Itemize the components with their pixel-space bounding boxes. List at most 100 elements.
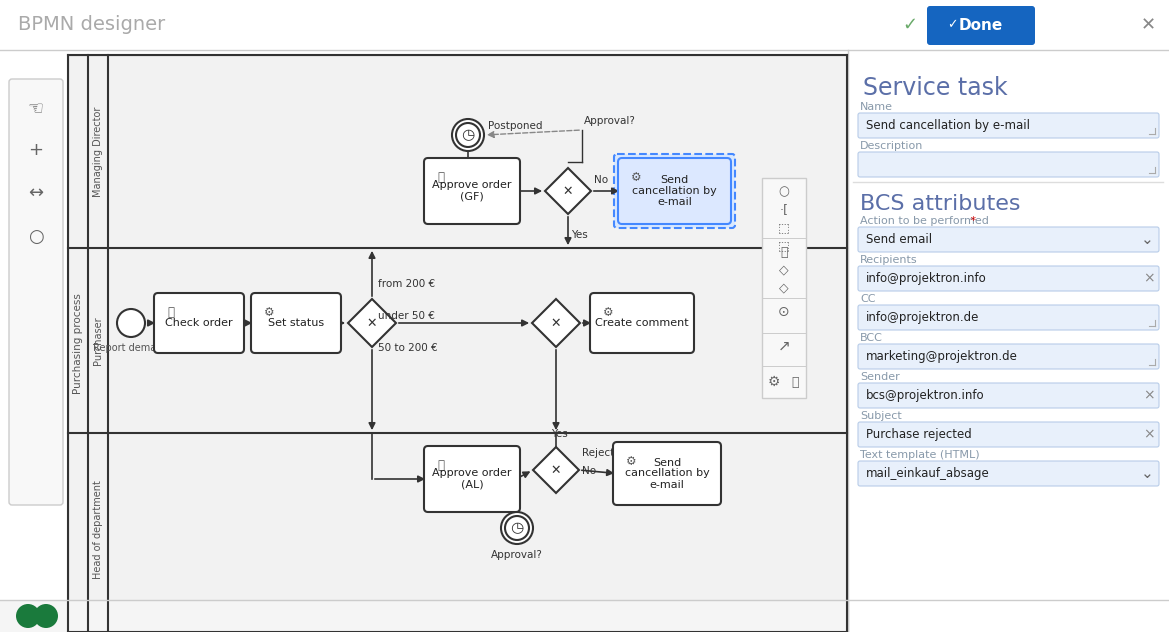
- Text: ⌄: ⌄: [1141, 232, 1154, 247]
- Text: ×: ×: [1143, 272, 1155, 286]
- FancyBboxPatch shape: [858, 305, 1158, 330]
- Text: Recipients: Recipients: [860, 255, 918, 265]
- Circle shape: [452, 119, 484, 151]
- Text: (AL): (AL): [461, 480, 483, 490]
- FancyBboxPatch shape: [68, 55, 848, 632]
- Text: ⚙: ⚙: [631, 171, 642, 184]
- Text: No: No: [594, 175, 608, 185]
- Text: 👤: 👤: [437, 459, 444, 472]
- Text: ×: ×: [1143, 427, 1155, 442]
- Text: ◷: ◷: [511, 521, 524, 535]
- FancyBboxPatch shape: [0, 0, 1169, 50]
- Text: ✕: ✕: [562, 185, 573, 197]
- Text: info@projektron.info: info@projektron.info: [866, 272, 987, 285]
- FancyBboxPatch shape: [858, 383, 1158, 408]
- FancyBboxPatch shape: [154, 293, 244, 353]
- Text: ·[: ·[: [780, 204, 789, 217]
- Text: Purchaser: Purchaser: [94, 316, 103, 365]
- FancyBboxPatch shape: [590, 293, 694, 353]
- Text: ◷: ◷: [462, 128, 475, 142]
- Circle shape: [34, 604, 58, 628]
- Text: *: *: [967, 216, 976, 226]
- FancyBboxPatch shape: [858, 113, 1158, 138]
- Text: e-mail: e-mail: [657, 197, 692, 207]
- Text: +: +: [28, 141, 43, 159]
- Text: cancellation by: cancellation by: [624, 468, 710, 478]
- Text: Yes: Yes: [551, 429, 568, 439]
- Circle shape: [502, 512, 533, 544]
- Text: ☜: ☜: [28, 99, 44, 117]
- FancyBboxPatch shape: [613, 442, 721, 505]
- Text: mail_einkauf_absage: mail_einkauf_absage: [866, 467, 990, 480]
- Text: ⚙: ⚙: [627, 455, 636, 468]
- Text: Approval?: Approval?: [491, 550, 542, 560]
- Text: Send: Send: [652, 458, 682, 468]
- Text: Approval?: Approval?: [584, 116, 636, 126]
- Text: 👤: 👤: [167, 306, 174, 319]
- Text: ↗: ↗: [777, 339, 790, 353]
- Text: BCS attributes: BCS attributes: [860, 194, 1021, 214]
- FancyBboxPatch shape: [0, 600, 850, 632]
- Text: Check order: Check order: [165, 318, 233, 328]
- Text: from 200 €: from 200 €: [378, 279, 435, 289]
- Text: ⬚: ⬚: [779, 240, 790, 253]
- FancyBboxPatch shape: [858, 461, 1158, 486]
- Text: ⚙: ⚙: [603, 306, 614, 319]
- FancyBboxPatch shape: [762, 178, 805, 398]
- FancyBboxPatch shape: [858, 152, 1158, 177]
- Text: ⬜: ⬜: [780, 245, 788, 258]
- Text: No: No: [582, 466, 596, 476]
- Text: Managing Director: Managing Director: [94, 106, 103, 197]
- Text: Purchase rejected: Purchase rejected: [866, 428, 971, 441]
- FancyBboxPatch shape: [424, 158, 520, 224]
- Text: Name: Name: [860, 102, 893, 112]
- Polygon shape: [545, 168, 592, 214]
- Text: bcs@projektron.info: bcs@projektron.info: [866, 389, 984, 402]
- FancyBboxPatch shape: [858, 227, 1158, 252]
- Text: Approve order: Approve order: [433, 468, 512, 478]
- Text: BCC: BCC: [860, 333, 883, 343]
- Text: Send cancellation by e-mail: Send cancellation by e-mail: [866, 119, 1030, 132]
- Polygon shape: [348, 299, 396, 347]
- Text: ⚙: ⚙: [768, 375, 780, 389]
- FancyBboxPatch shape: [858, 422, 1158, 447]
- Text: Service task: Service task: [863, 76, 1008, 100]
- Text: ○: ○: [779, 186, 789, 198]
- Text: ⬚: ⬚: [779, 221, 790, 234]
- Text: Yes: Yes: [570, 230, 588, 240]
- Text: Report demand: Report demand: [94, 343, 168, 353]
- Text: Approve order: Approve order: [433, 181, 512, 190]
- FancyBboxPatch shape: [251, 293, 341, 353]
- Text: BPMN designer: BPMN designer: [18, 16, 165, 35]
- Text: Purchasing process: Purchasing process: [72, 293, 83, 394]
- Text: ✕: ✕: [551, 463, 561, 477]
- Text: 50 to 200 €: 50 to 200 €: [378, 343, 437, 353]
- Text: ⊙: ⊙: [779, 305, 790, 319]
- Text: Send email: Send email: [866, 233, 932, 246]
- Circle shape: [456, 123, 480, 147]
- Text: 👤: 👤: [437, 171, 444, 184]
- Text: ✕: ✕: [551, 317, 561, 329]
- Polygon shape: [532, 299, 580, 347]
- Polygon shape: [533, 447, 579, 493]
- Text: ✓: ✓: [947, 18, 957, 32]
- FancyBboxPatch shape: [858, 344, 1158, 369]
- Circle shape: [505, 516, 530, 540]
- Text: info@projektron.de: info@projektron.de: [866, 311, 980, 324]
- Text: Head of department: Head of department: [94, 480, 103, 580]
- FancyBboxPatch shape: [424, 446, 520, 512]
- FancyBboxPatch shape: [618, 158, 731, 224]
- Text: Set status: Set status: [268, 318, 324, 328]
- Text: under 50 €: under 50 €: [378, 311, 435, 321]
- FancyBboxPatch shape: [9, 79, 63, 505]
- Text: CC: CC: [860, 294, 876, 304]
- Text: cancellation by: cancellation by: [632, 186, 717, 196]
- Text: ◇: ◇: [780, 264, 789, 277]
- Text: ◇: ◇: [780, 281, 789, 295]
- Text: Rejected: Rejected: [582, 448, 628, 458]
- Text: ⚙: ⚙: [264, 306, 275, 319]
- FancyBboxPatch shape: [848, 50, 1169, 632]
- Text: ↔: ↔: [28, 184, 43, 202]
- Text: ×: ×: [1143, 389, 1155, 403]
- Text: ⌄: ⌄: [1141, 466, 1154, 481]
